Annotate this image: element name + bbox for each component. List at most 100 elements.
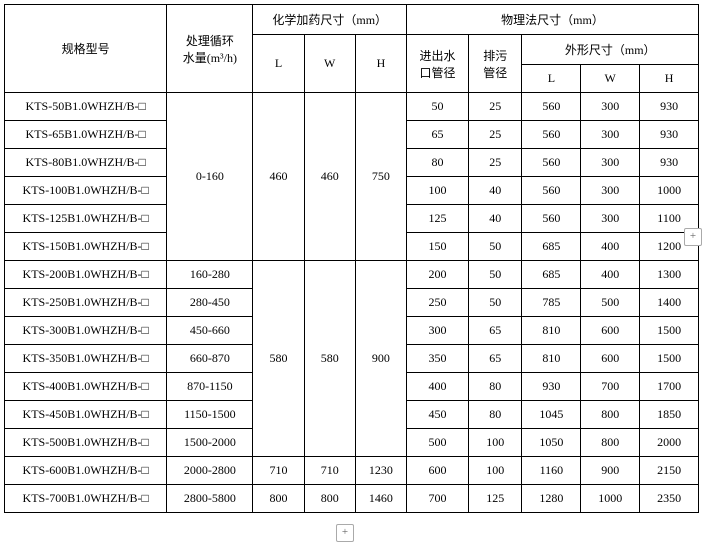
cell-oW: 300 (581, 121, 640, 149)
table-row: KTS-50B1.0WHZH/B-□0-16046046075050255603… (5, 93, 699, 121)
cell-chem-W: 800 (304, 485, 355, 513)
cell-inlet: 200 (407, 261, 469, 289)
cell-oH: 2350 (640, 485, 699, 513)
cell-flow: 0-160 (167, 93, 253, 261)
cell-oL: 560 (522, 177, 581, 205)
cell-inlet: 500 (407, 429, 469, 457)
cell-oW: 600 (581, 317, 640, 345)
cell-inlet: 450 (407, 401, 469, 429)
cell-drain: 80 (469, 373, 522, 401)
cell-flow: 870-1150 (167, 373, 253, 401)
cell-drain: 40 (469, 205, 522, 233)
header-outer-group: 外形尺寸（mm） (522, 35, 699, 65)
cell-oL: 1045 (522, 401, 581, 429)
cell-model: KTS-100B1.0WHZH/B-□ (5, 177, 167, 205)
header-chem-L: L (253, 35, 304, 93)
cell-inlet: 300 (407, 317, 469, 345)
cell-flow: 2800-5800 (167, 485, 253, 513)
header-drain: 排污 管径 (469, 35, 522, 93)
header-chem-H: H (355, 35, 406, 93)
cell-model: KTS-50B1.0WHZH/B-□ (5, 93, 167, 121)
cell-oH: 1500 (640, 317, 699, 345)
cell-oL: 685 (522, 261, 581, 289)
cell-inlet: 50 (407, 93, 469, 121)
add-col-button[interactable]: + (336, 524, 354, 542)
cell-drain: 25 (469, 93, 522, 121)
table-row: KTS-200B1.0WHZH/B-□160-28058058090020050… (5, 261, 699, 289)
cell-inlet: 80 (407, 149, 469, 177)
cell-oL: 1050 (522, 429, 581, 457)
cell-model: KTS-350B1.0WHZH/B-□ (5, 345, 167, 373)
header-outer-L: L (522, 65, 581, 93)
cell-oW: 300 (581, 177, 640, 205)
cell-model: KTS-700B1.0WHZH/B-□ (5, 485, 167, 513)
cell-drain: 50 (469, 289, 522, 317)
cell-oH: 1400 (640, 289, 699, 317)
cell-drain: 100 (469, 429, 522, 457)
header-model: 规格型号 (5, 5, 167, 93)
header-outer-H: H (640, 65, 699, 93)
cell-oL: 810 (522, 345, 581, 373)
header-outer-W: W (581, 65, 640, 93)
cell-chem-W: 710 (304, 457, 355, 485)
cell-model: KTS-400B1.0WHZH/B-□ (5, 373, 167, 401)
cell-model: KTS-500B1.0WHZH/B-□ (5, 429, 167, 457)
cell-chem-W: 580 (304, 261, 355, 457)
cell-oH: 930 (640, 149, 699, 177)
cell-flow: 450-660 (167, 317, 253, 345)
cell-drain: 50 (469, 261, 522, 289)
cell-drain: 100 (469, 457, 522, 485)
cell-inlet: 100 (407, 177, 469, 205)
cell-oW: 1000 (581, 485, 640, 513)
cell-flow: 2000-2800 (167, 457, 253, 485)
cell-model: KTS-125B1.0WHZH/B-□ (5, 205, 167, 233)
cell-flow: 660-870 (167, 345, 253, 373)
cell-drain: 25 (469, 121, 522, 149)
cell-chem-H: 750 (355, 93, 406, 261)
cell-drain: 40 (469, 177, 522, 205)
cell-oL: 1280 (522, 485, 581, 513)
cell-chem-H: 900 (355, 261, 406, 457)
cell-flow: 1500-2000 (167, 429, 253, 457)
header-flow: 处理循环 水量(m³/h) (167, 5, 253, 93)
cell-model: KTS-450B1.0WHZH/B-□ (5, 401, 167, 429)
cell-oH: 930 (640, 93, 699, 121)
cell-chem-L: 460 (253, 93, 304, 261)
cell-oW: 300 (581, 93, 640, 121)
cell-oL: 560 (522, 205, 581, 233)
cell-chem-H: 1460 (355, 485, 406, 513)
cell-model: KTS-600B1.0WHZH/B-□ (5, 457, 167, 485)
cell-oL: 1160 (522, 457, 581, 485)
cell-chem-W: 460 (304, 93, 355, 261)
cell-oW: 900 (581, 457, 640, 485)
cell-oH: 1000 (640, 177, 699, 205)
header-chem-group: 化学加药尺寸（mm） (253, 5, 407, 35)
cell-oW: 800 (581, 401, 640, 429)
cell-drain: 65 (469, 345, 522, 373)
cell-oW: 800 (581, 429, 640, 457)
cell-oW: 400 (581, 233, 640, 261)
cell-model: KTS-65B1.0WHZH/B-□ (5, 121, 167, 149)
add-row-button[interactable]: + (684, 228, 702, 246)
cell-oW: 300 (581, 205, 640, 233)
cell-oW: 300 (581, 149, 640, 177)
cell-model: KTS-80B1.0WHZH/B-□ (5, 149, 167, 177)
cell-model: KTS-250B1.0WHZH/B-□ (5, 289, 167, 317)
cell-oL: 810 (522, 317, 581, 345)
cell-inlet: 400 (407, 373, 469, 401)
cell-flow: 280-450 (167, 289, 253, 317)
cell-oL: 560 (522, 93, 581, 121)
cell-oL: 560 (522, 149, 581, 177)
cell-chem-L: 800 (253, 485, 304, 513)
cell-model: KTS-200B1.0WHZH/B-□ (5, 261, 167, 289)
cell-inlet: 65 (407, 121, 469, 149)
cell-flow: 160-280 (167, 261, 253, 289)
header-phys-group: 物理法尺寸（mm） (407, 5, 699, 35)
cell-oH: 1850 (640, 401, 699, 429)
cell-inlet: 125 (407, 205, 469, 233)
cell-oL: 560 (522, 121, 581, 149)
table-row: KTS-600B1.0WHZH/B-□2000-2800710710123060… (5, 457, 699, 485)
cell-chem-L: 710 (253, 457, 304, 485)
cell-flow: 1150-1500 (167, 401, 253, 429)
cell-drain: 80 (469, 401, 522, 429)
